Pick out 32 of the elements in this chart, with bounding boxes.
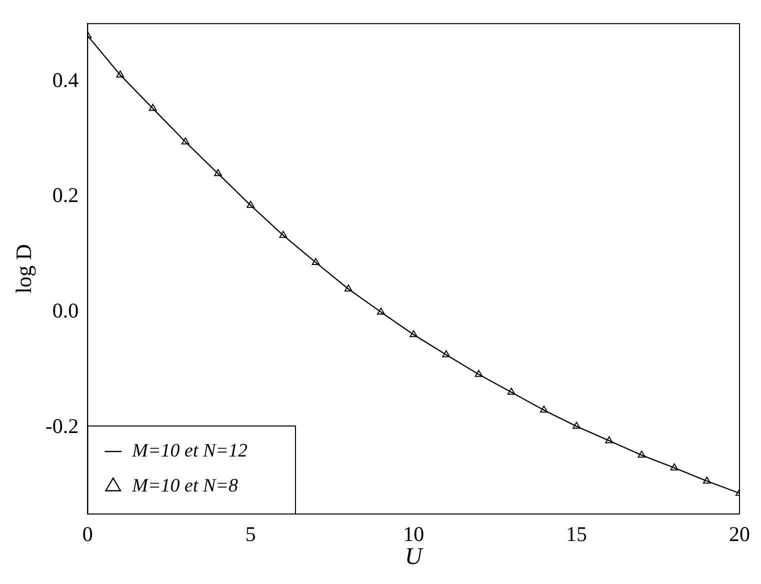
point — [474, 370, 483, 377]
point — [116, 70, 124, 78]
legend-label: M=10 et N=12 — [131, 440, 248, 462]
point — [312, 258, 320, 265]
legend-label: M=10 et N=8 — [131, 476, 238, 496]
point — [344, 284, 352, 292]
point — [540, 406, 548, 413]
y-axis-title: log D — [10, 244, 36, 294]
point — [442, 350, 450, 358]
point — [377, 308, 385, 315]
point — [410, 330, 418, 338]
point — [507, 388, 516, 395]
point — [572, 422, 580, 429]
point — [214, 169, 222, 176]
y-tick-label: 0.0 — [52, 298, 79, 323]
point — [702, 476, 711, 484]
x-tick-label: 15 — [566, 522, 588, 546]
x-tick-label: 5 — [245, 522, 256, 546]
y-tick-label: 0.2 — [52, 183, 79, 208]
point — [246, 200, 255, 208]
y-tick-label: 0.4 — [52, 68, 80, 92]
point — [148, 104, 157, 111]
point — [670, 463, 678, 470]
point — [279, 230, 288, 238]
x-tick-label: 20 — [729, 522, 750, 546]
point — [181, 137, 190, 144]
y-tick-label: -0.2 — [45, 414, 79, 438]
point — [638, 450, 646, 458]
x-tick-label: 10 — [403, 522, 424, 546]
x-tick-label: 0 — [82, 522, 93, 546]
point — [605, 436, 614, 444]
x-axis-title: U — [404, 544, 424, 570]
